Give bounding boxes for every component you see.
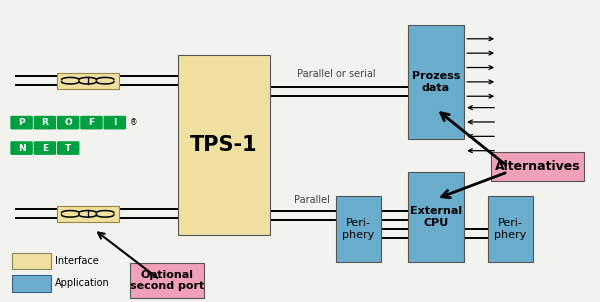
FancyBboxPatch shape (130, 263, 205, 297)
Text: TPS-1: TPS-1 (190, 135, 257, 155)
FancyBboxPatch shape (10, 116, 33, 130)
FancyBboxPatch shape (178, 55, 270, 235)
Text: Parallel or serial: Parallel or serial (296, 69, 375, 79)
FancyBboxPatch shape (491, 153, 584, 181)
FancyBboxPatch shape (488, 196, 533, 262)
FancyBboxPatch shape (80, 116, 103, 130)
Text: ®: ® (130, 118, 138, 127)
FancyBboxPatch shape (104, 116, 126, 130)
Text: E: E (42, 143, 48, 153)
FancyBboxPatch shape (57, 116, 79, 130)
FancyBboxPatch shape (34, 141, 56, 155)
FancyBboxPatch shape (57, 141, 79, 155)
Text: P: P (18, 118, 25, 127)
Text: Alternatives: Alternatives (494, 160, 580, 173)
Text: Interface: Interface (55, 256, 99, 266)
Text: N: N (18, 143, 25, 153)
Text: F: F (88, 118, 95, 127)
Text: I: I (113, 118, 116, 127)
Text: Optional
second port: Optional second port (130, 270, 204, 291)
FancyBboxPatch shape (34, 116, 56, 130)
FancyBboxPatch shape (10, 141, 33, 155)
FancyBboxPatch shape (336, 196, 380, 262)
Text: Peri-
phery: Peri- phery (342, 218, 374, 239)
FancyBboxPatch shape (407, 25, 464, 139)
Text: O: O (64, 118, 72, 127)
Text: T: T (65, 143, 71, 153)
Text: Prozess
data: Prozess data (412, 71, 460, 93)
Text: Peri-
phery: Peri- phery (494, 218, 527, 239)
Text: Application: Application (55, 278, 110, 288)
FancyBboxPatch shape (57, 206, 119, 222)
FancyBboxPatch shape (12, 275, 51, 292)
FancyBboxPatch shape (57, 73, 119, 88)
FancyBboxPatch shape (407, 172, 464, 262)
FancyBboxPatch shape (12, 253, 51, 269)
Text: R: R (41, 118, 49, 127)
Text: Parallel: Parallel (294, 195, 330, 205)
Text: External
CPU: External CPU (410, 206, 462, 228)
